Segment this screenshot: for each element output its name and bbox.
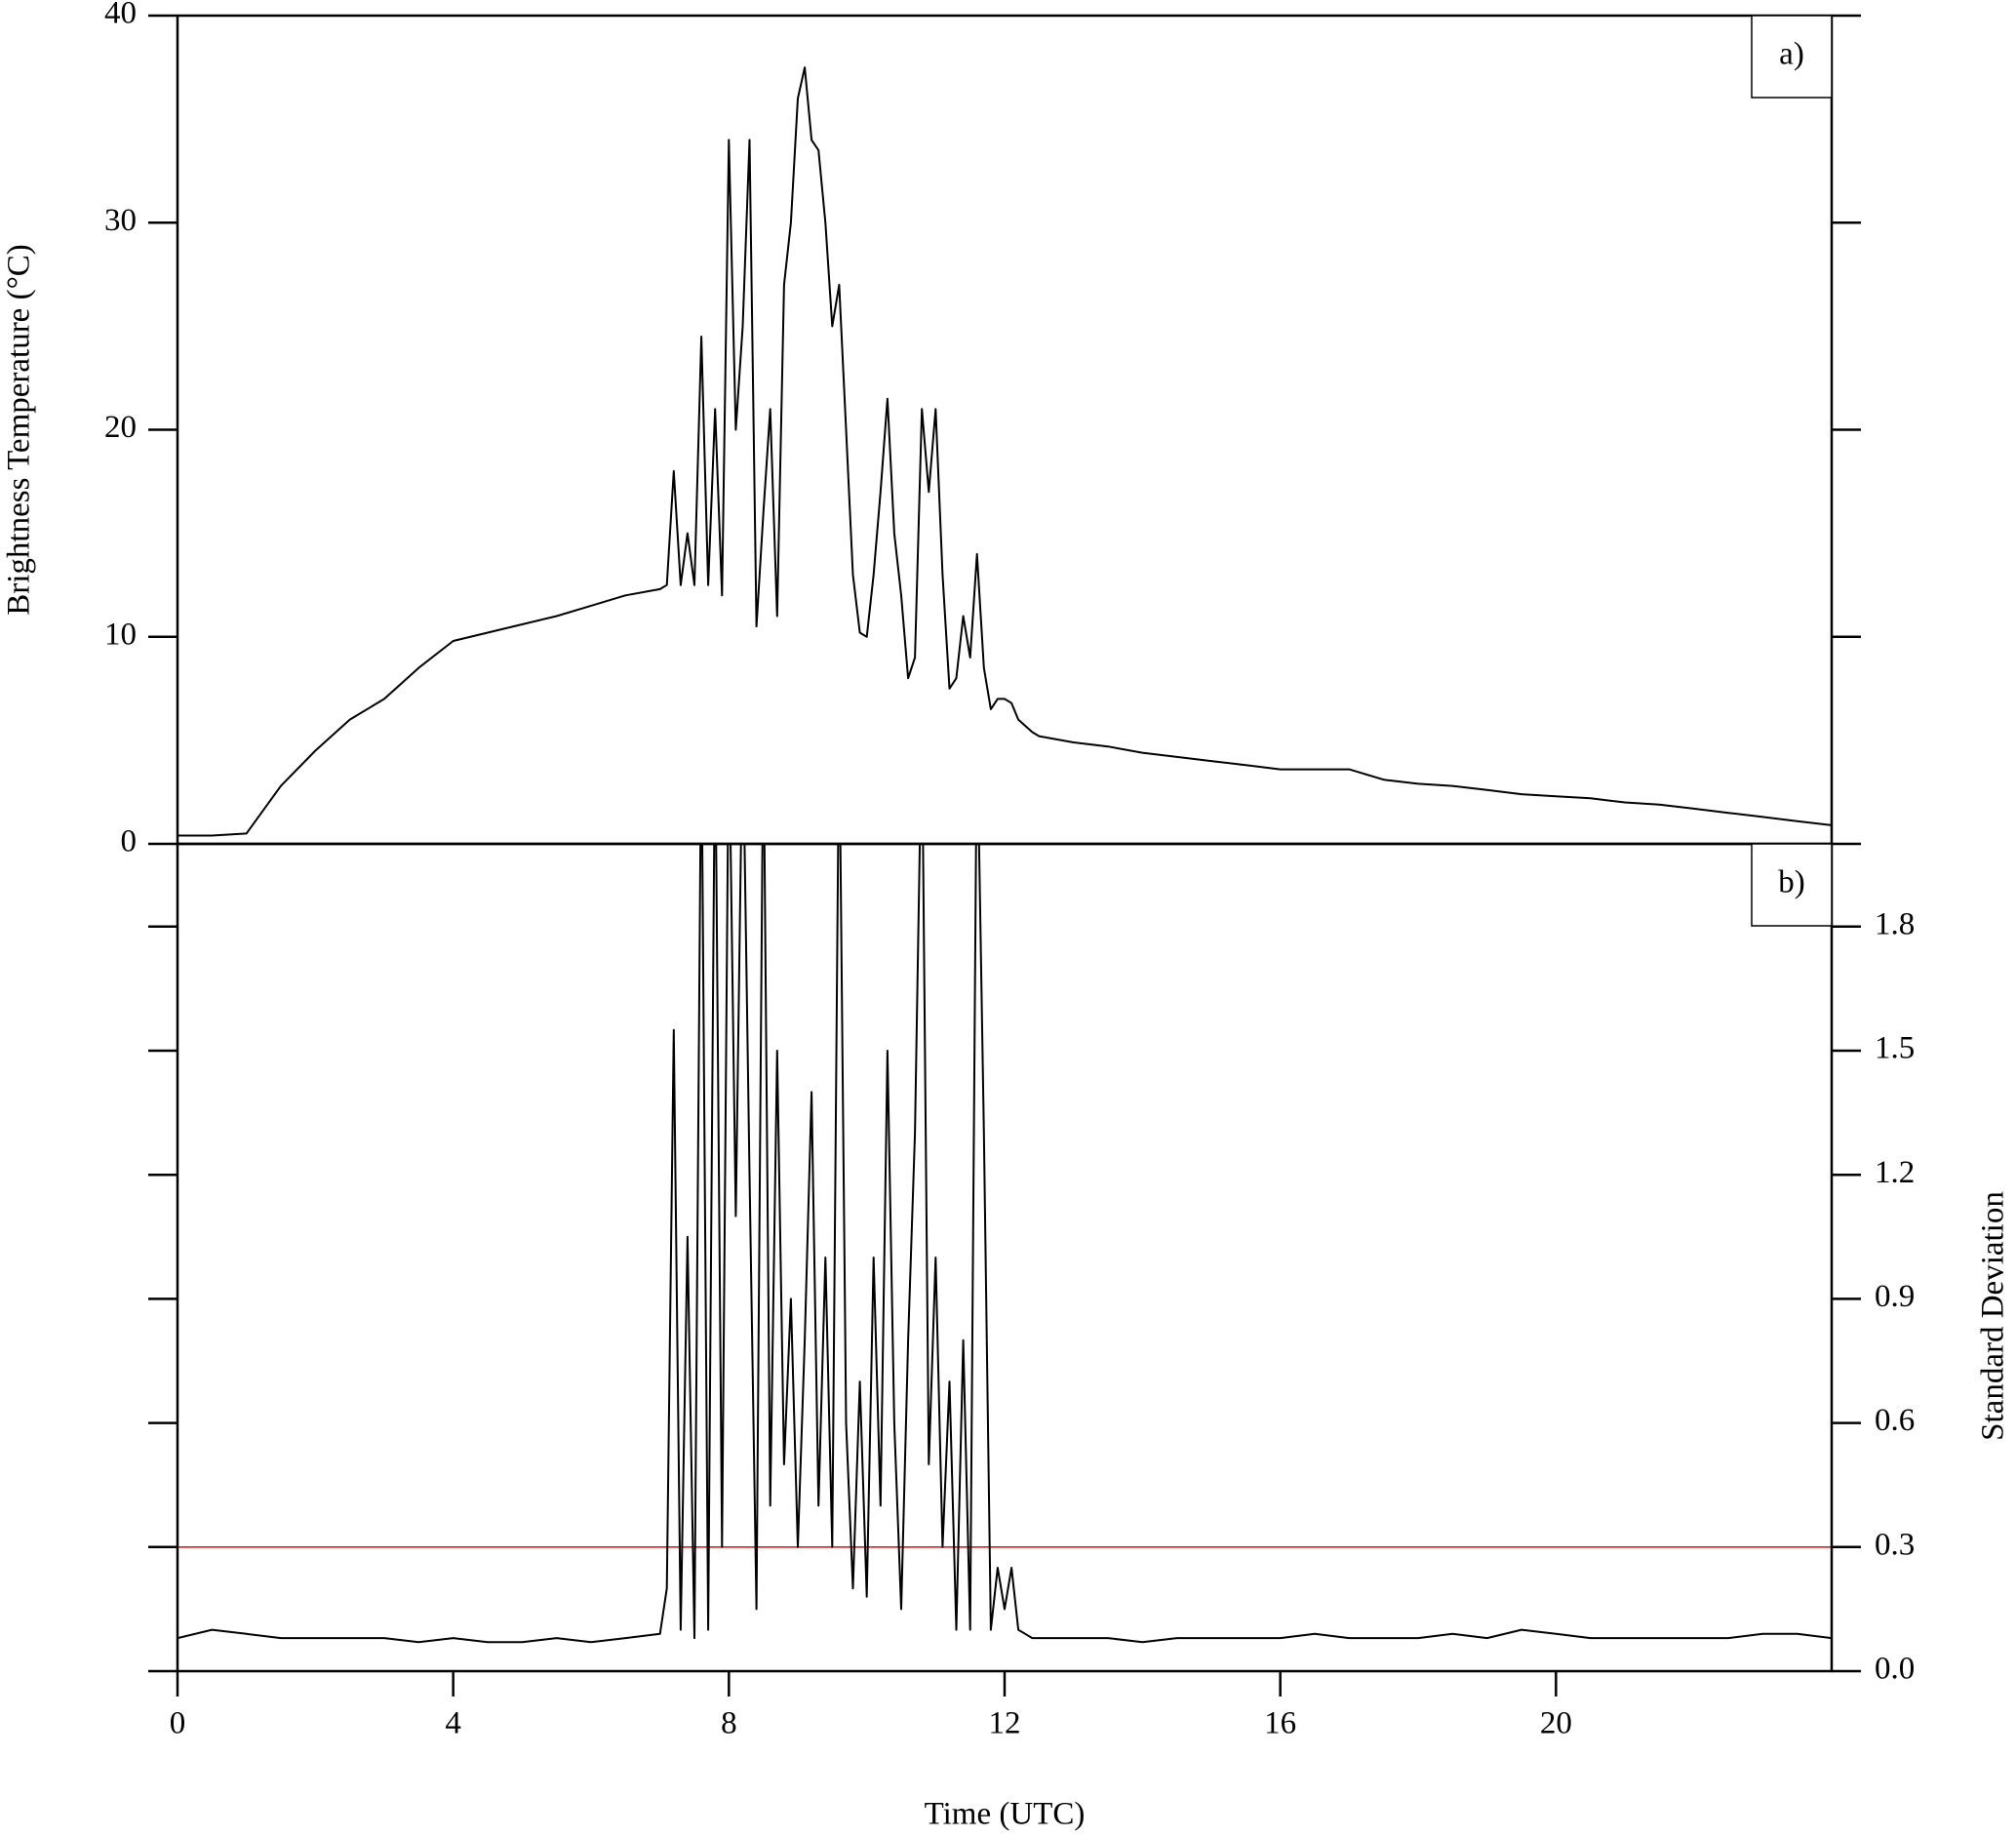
plot-frame xyxy=(176,842,1834,1673)
y-tick-label: 10 xyxy=(104,617,137,652)
y-tick-label: 0 xyxy=(121,824,138,859)
x-tick-label: 20 xyxy=(1540,1706,1572,1741)
y-tick-label: 40 xyxy=(104,0,137,31)
y-axis-label: Standard Deviation xyxy=(1976,1191,2011,1441)
x-tick-label: 0 xyxy=(170,1706,186,1741)
y-tick-label: 0.3 xyxy=(1875,1527,1915,1562)
x-tick-label: 12 xyxy=(989,1706,1021,1741)
panel-label-box xyxy=(1751,843,1833,927)
y-tick-label: 1.5 xyxy=(1875,1031,1915,1066)
panel-label-box xyxy=(1751,15,1833,99)
y-tick-label: 0.9 xyxy=(1875,1279,1915,1314)
plot-frame xyxy=(176,14,1834,846)
y-tick-label: 1.8 xyxy=(1875,906,1915,941)
panel-label: b) xyxy=(1778,865,1805,900)
data-line xyxy=(178,844,1832,1644)
y-tick-label: 1.2 xyxy=(1875,1155,1915,1190)
y-tick-label: 30 xyxy=(104,203,137,238)
y-tick-label: 20 xyxy=(104,410,137,445)
x-tick-label: 4 xyxy=(445,1706,461,1741)
panel-label: a) xyxy=(1779,37,1804,72)
y-axis-label: Brightness Temperature (°C) xyxy=(2,244,37,616)
data-line xyxy=(178,66,1832,837)
x-tick-label: 16 xyxy=(1264,1706,1296,1741)
y-tick-label: 0.6 xyxy=(1875,1403,1915,1438)
x-tick-label: 8 xyxy=(721,1706,737,1741)
y-tick-label: 0.0 xyxy=(1875,1652,1915,1687)
x-axis-label: Time (UTC) xyxy=(925,1797,1086,1832)
